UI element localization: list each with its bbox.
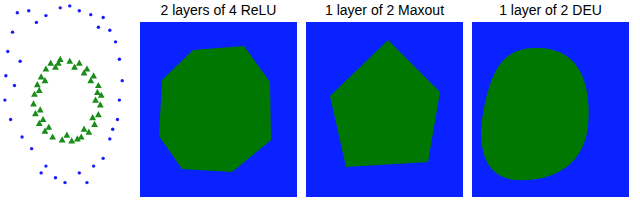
triangle-point: [89, 114, 96, 120]
triangle-point: [55, 60, 62, 66]
triangle-point: [87, 77, 94, 83]
triangle-point: [42, 77, 49, 83]
circle-point: [39, 171, 42, 174]
triangle-point: [81, 69, 88, 75]
circle-point: [78, 9, 81, 12]
circle-point: [114, 40, 117, 43]
panel-title: 1 layer of 2 Maxout: [325, 2, 444, 18]
panel-background: [306, 22, 463, 197]
triangle-point: [38, 73, 45, 79]
circle-point: [108, 28, 111, 31]
scatter-plot: [3, 4, 124, 184]
decision-panel: [306, 22, 463, 197]
circle-point: [35, 21, 38, 24]
triangle-point: [34, 81, 41, 87]
triangle-point: [47, 60, 54, 66]
circle-point: [44, 14, 47, 17]
triangle-point: [95, 82, 102, 88]
circle-point: [11, 30, 14, 33]
circle-point: [108, 137, 111, 140]
triangle-point: [37, 106, 44, 112]
triangle-point: [74, 135, 81, 141]
panel-title: 2 layers of 4 ReLU: [161, 2, 277, 18]
circle-point: [27, 9, 30, 12]
circle-point: [111, 128, 114, 131]
circle-point: [44, 164, 47, 167]
decision-region: [330, 40, 440, 167]
decision-region: [481, 48, 589, 180]
circle-point: [20, 135, 23, 138]
triangle-point: [40, 116, 47, 122]
circle-point: [6, 50, 9, 53]
panel-title: 1 layer of 2 DEU: [499, 2, 602, 18]
circle-point: [16, 11, 19, 14]
circle-point: [92, 164, 95, 167]
triangle-point: [81, 126, 88, 132]
triangle-point: [92, 96, 99, 102]
circle-point: [30, 147, 33, 150]
decision-panel: [140, 22, 297, 197]
triangle-point: [95, 111, 102, 117]
triangle-point: [90, 72, 97, 78]
triangle-point: [49, 133, 56, 139]
circle-point: [116, 118, 119, 121]
circle-point: [13, 84, 16, 87]
triangle-point: [30, 100, 37, 106]
triangle-point: [71, 63, 78, 69]
circle-point: [9, 118, 12, 121]
circle-point: [18, 60, 21, 63]
circle-point: [78, 171, 81, 174]
circle-point: [68, 4, 71, 7]
triangle-point: [36, 87, 43, 93]
triangle-point: [94, 89, 101, 95]
triangle-point: [66, 58, 73, 64]
panel-background: [472, 22, 629, 197]
circle-point: [101, 16, 104, 19]
circle-point: [85, 181, 88, 184]
triangle-point: [43, 65, 50, 71]
figure: 2 layers of 4 ReLU 1 layer of 2 Maxout 1 l…: [0, 0, 640, 206]
triangle-point: [91, 121, 98, 127]
circle-point: [118, 98, 121, 101]
triangle-point: [68, 137, 75, 143]
circle-point: [4, 74, 7, 77]
circle-point: [121, 79, 124, 82]
circle-point: [63, 181, 66, 184]
decision-region: [159, 46, 271, 172]
decision-panel: [472, 22, 629, 197]
circle-point: [101, 157, 104, 160]
circle-point: [3, 98, 6, 101]
triangle-point: [64, 131, 71, 137]
circle-point: [59, 6, 62, 9]
circle-point: [89, 13, 92, 16]
triangle-point: [76, 60, 83, 66]
triangle-point: [45, 124, 52, 130]
circle-point: [118, 58, 121, 61]
circle-point: [54, 176, 57, 179]
circle-point: [97, 26, 100, 29]
panel-background: [140, 22, 297, 197]
